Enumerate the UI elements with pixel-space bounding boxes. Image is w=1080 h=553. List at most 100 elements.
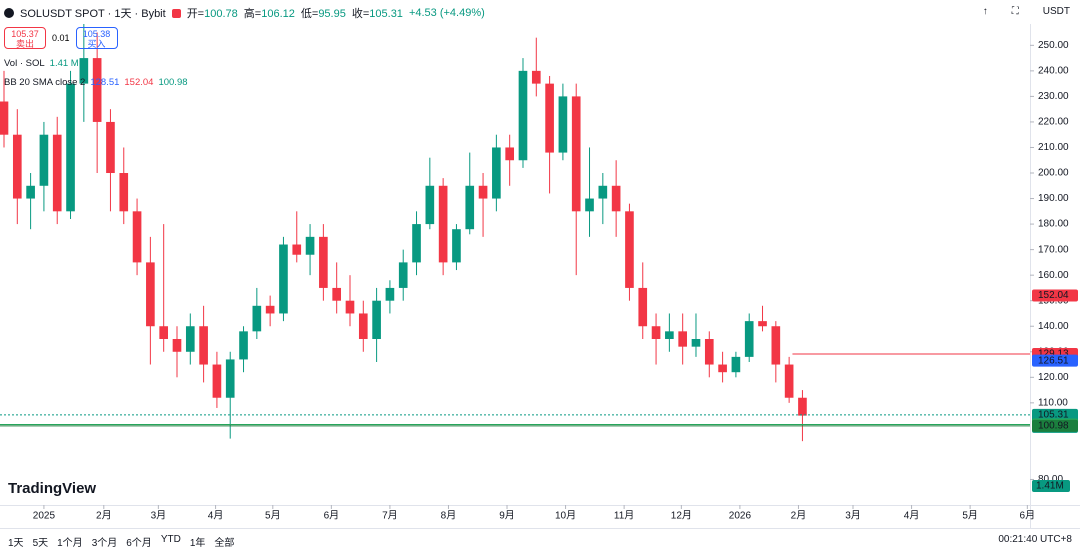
candle-body (452, 229, 461, 263)
y-tick-label: 110.00 (1038, 397, 1068, 408)
candle-body (505, 147, 515, 161)
candle-body (598, 185, 608, 199)
candle-body (798, 397, 807, 416)
candle-body (0, 101, 9, 135)
x-tick-label: 2月 (96, 510, 112, 522)
volume-value: 1.41 M (49, 58, 79, 69)
bb-legend: BB 20 SMA close 2 128.51 152.04 100.98 (4, 77, 188, 88)
candle-body (252, 305, 262, 332)
range-button[interactable]: 1个月 (57, 538, 83, 549)
candle-body (758, 321, 767, 327)
candle-body (319, 236, 328, 288)
price-label: 129.13 (1038, 349, 1069, 360)
bb-lower: 100.98 (158, 77, 188, 88)
sell-button[interactable]: 105.37 卖出 (4, 27, 46, 49)
buy-price: 105.38 (82, 29, 111, 39)
range-button[interactable]: 3个月 (91, 538, 118, 549)
x-tick-label: 6月 (324, 510, 340, 522)
range-button[interactable]: 1天 (8, 538, 24, 549)
candle-body (52, 134, 62, 212)
currency[interactable]: USDT (1042, 6, 1070, 17)
candle-body (478, 185, 488, 199)
candle-body (66, 83, 75, 212)
candle-body (718, 364, 727, 373)
bb-upper: 152.04 (124, 77, 154, 88)
y-tick-label: 190.00 (1038, 193, 1069, 204)
trade-buttons: 105.37 卖出 0.01 105.38 买入 (4, 27, 118, 49)
range-button[interactable]: 5天 (32, 538, 49, 549)
price-label: 100.98 (1038, 421, 1069, 432)
x-tick-label: 6月 (1020, 510, 1036, 522)
x-tick-label: 2026 (729, 511, 752, 522)
candle-body (425, 185, 435, 225)
fullscreen-icon[interactable]: ⛶ (1011, 6, 1019, 17)
y-tick-label: 160.00 (1038, 270, 1069, 281)
range-button[interactable]: 6个月 (126, 538, 152, 549)
top-right: ↑ ⛶ USDT (983, 6, 1070, 17)
high-label: 高= (243, 8, 262, 20)
candle-body (638, 287, 648, 327)
candle-body (651, 326, 661, 340)
sell-price: 105.37 (11, 29, 39, 39)
candle-body (585, 198, 594, 212)
candle-body (106, 121, 115, 174)
y-tick-label: 200.00 (1038, 168, 1069, 179)
candle-body (119, 173, 129, 212)
x-tick-label: 7月 (382, 510, 398, 522)
range-button[interactable]: YTD (160, 534, 181, 545)
candle-body (79, 58, 89, 84)
price-label: 126.51 (1038, 355, 1069, 366)
x-tick-label: 8月 (441, 510, 457, 522)
candle-body (199, 326, 208, 365)
bb-basis: 128.51 (90, 77, 120, 88)
candle-body (225, 359, 235, 398)
candle-body (465, 185, 475, 230)
candle-body (665, 331, 674, 340)
x-tick-label: 9月 (499, 510, 515, 522)
volume-name: Vol · SOL (4, 58, 45, 69)
candle-body (412, 224, 421, 263)
arrow-icon[interactable]: ↑ (982, 6, 988, 17)
high: 106.12 (261, 8, 295, 20)
volume-label-box (1032, 480, 1070, 492)
buy-label: 买入 (87, 39, 106, 49)
candle-body (12, 134, 22, 199)
candle-body (625, 211, 634, 288)
range-button[interactable]: 全部 (214, 538, 235, 549)
spread: 0.01 (52, 33, 70, 43)
x-tick-label: 4月 (904, 510, 920, 522)
buy-button[interactable]: 105.38 买入 (75, 27, 118, 49)
candle-body (172, 339, 182, 352)
candle-body (345, 300, 355, 314)
candle-body (305, 236, 315, 255)
clock: 00:21:40 UTC+8 (998, 534, 1072, 545)
range-button[interactable]: 1年 (189, 538, 206, 549)
legend-header: SOLUSDT SPOT · 1天 · Bybit 开=100.78 高=106… (4, 5, 485, 21)
status-icon (171, 8, 181, 18)
candle-body (279, 244, 288, 314)
candle-body (332, 287, 342, 301)
candle-body (558, 96, 568, 153)
volume-legend: Vol · SOL 1.41 M (4, 58, 79, 69)
x-tick-label: 2月 (791, 510, 807, 522)
candle-body (265, 305, 275, 314)
candle-body (372, 300, 381, 340)
candle-body (159, 326, 169, 340)
candle-body (239, 331, 248, 360)
candle-body (518, 70, 528, 161)
ohlc: 高=106.12 (244, 5, 295, 21)
y-tick-label: 230.00 (1038, 91, 1069, 102)
symbol[interactable]: SOLUSDT SPOT · 1天 · Bybit (20, 8, 166, 20)
x-tick-label: 3月 (151, 510, 167, 522)
range-toolbar: 1天 5天 1个月 3个月 6个月 YTD 1年 全部 (8, 534, 234, 549)
candle-body (678, 331, 687, 347)
plot-area (0, 24, 807, 442)
candle-body (691, 339, 701, 347)
candle-body (39, 134, 49, 186)
ohlc: 收=105.31 (352, 5, 403, 21)
y-tick-label: 120.00 (1038, 372, 1069, 383)
candle-body (545, 83, 554, 153)
low-label: 低= (300, 8, 319, 20)
